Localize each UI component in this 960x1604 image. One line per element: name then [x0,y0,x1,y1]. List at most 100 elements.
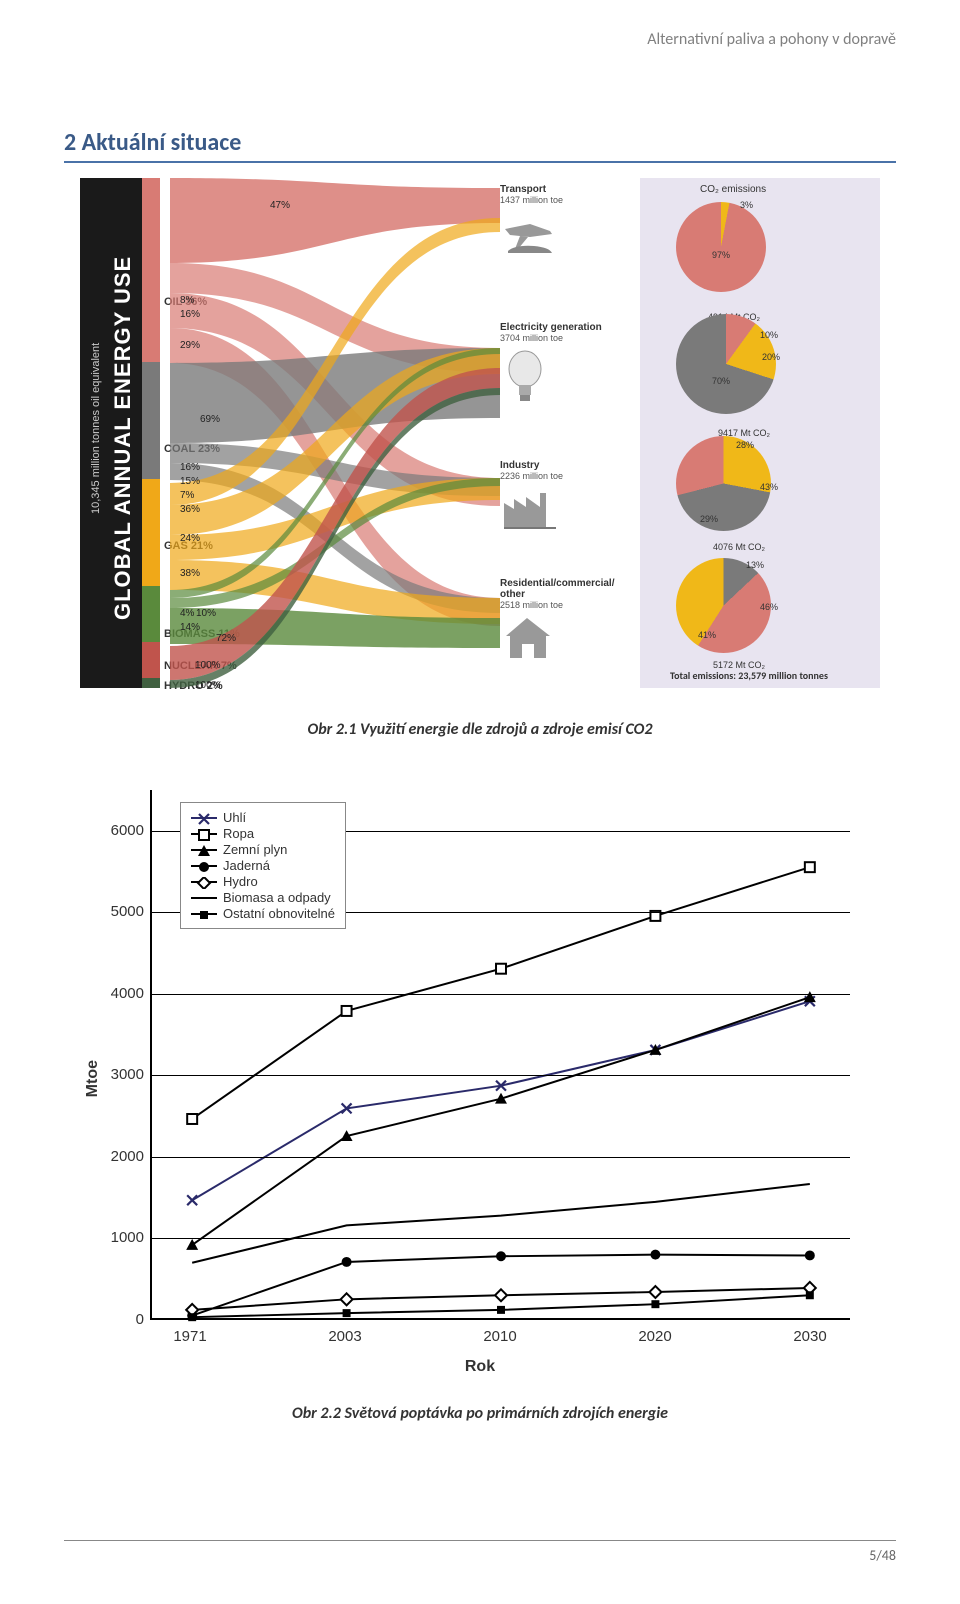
pie-slice-label: 10% [760,330,778,340]
chart2-ytick: 5000 [100,903,144,920]
page-header: Alternativní paliva a pohony v dopravě [647,30,896,49]
pie-slice-label: 20% [762,352,780,362]
sector-name: Residential/commercial/ other [500,578,630,600]
chart2-gridline [152,1075,850,1076]
chart2-series-line [192,997,810,1245]
chart2-marker [649,1286,661,1298]
sankey-source-band [142,362,160,479]
sankey-flow-pct: 29% [180,340,200,351]
pie [676,202,766,292]
sankey-title: GLOBAL ANNUAL ENERGY USE [110,198,136,678]
chart2-xtick: 2010 [480,1328,520,1345]
legend-swatch [191,881,217,883]
sankey-source-band [142,178,160,362]
chart2-marker [806,1291,814,1299]
legend-row: Jaderná [191,858,335,873]
sankey-flow-pct: 72% [216,633,236,644]
sector-icon [500,209,630,262]
sankey-sidebar: GLOBAL ANNUAL ENERGY USE 10,345 million … [80,178,142,688]
pie-chart: 28%43%29%4076 Mt CO₂ [676,436,771,551]
pie-header: CO₂ emissions [700,184,766,195]
chart2-marker [343,1309,351,1317]
sankey-source-band [142,642,160,678]
legend-label: Uhlí [223,810,246,825]
chart2-ytick: 3000 [100,1066,144,1083]
figure-caption-1: Obr 2.1 Využití energie dle zdrojů a zdr… [0,720,960,739]
chart2-marker [342,1257,352,1267]
legend-row: Biomasa a odpady [191,890,335,905]
chart2-series-line [192,1184,810,1263]
chart2-marker [651,1300,659,1308]
pie-slice-label: 43% [760,482,778,492]
figure-caption-2: Obr 2.2 Světová poptávka po primárních z… [0,1404,960,1423]
sector-name: Transport [500,184,630,195]
pie-total: 5172 Mt CO₂ [713,660,765,670]
sankey-sector: Residential/commercial/ other2518 millio… [500,578,630,667]
pie [676,436,771,531]
pie-slice-label: 3% [740,200,753,210]
chart2-marker [805,1250,815,1260]
sankey-flow-pct: 16% [180,309,200,320]
chart2-ytick: 4000 [100,985,144,1002]
chart2-figure: Mtoe UhlíRopaZemní plynJadernáHydroBioma… [80,780,880,1380]
sankey-source-band [142,678,160,688]
chart2-ytick: 0 [100,1311,144,1328]
chart2-ytick: 6000 [100,822,144,839]
sankey-sector: Industry2236 million toe [500,460,630,533]
legend-swatch [191,817,217,819]
chart2-xtick: 2020 [635,1328,675,1345]
legend-swatch [191,865,217,867]
chart2-marker [496,964,506,974]
pie-chart: 13%46%41%5172 Mt CO₂ [676,558,771,673]
sector-sub: 3704 million toe [500,333,630,343]
sankey-flow-pct: 16% [180,462,200,473]
sankey-subtitle: 10,345 million tonnes oil equivalent [90,238,102,618]
sankey-sector: Transport1437 million toe [500,184,630,262]
sankey-flow-pct: 24% [180,533,200,544]
sector-sub: 1437 million toe [500,195,630,205]
chart2-marker [188,1313,196,1321]
legend-row: Ostatní obnovitelné [191,906,335,921]
chart2-marker [342,1006,352,1016]
legend-row: Hydro [191,874,335,889]
chart2-ytick: 1000 [100,1229,144,1246]
pie-slice-label: 70% [712,376,730,386]
chart2-marker [186,1239,198,1250]
pie-slice-label: 41% [698,630,716,640]
sankey-flow-pct: 100% [195,660,221,671]
page-number: 5/48 [869,1547,896,1564]
sector-icon [500,347,630,410]
sector-sub: 2518 million toe [500,600,630,610]
legend-label: Hydro [223,874,258,889]
legend-label: Ropa [223,826,254,841]
chart2-gridline [152,994,850,995]
sankey-flow-pct: 4% [180,608,194,619]
sankey-figure: GLOBAL ANNUAL ENERGY USE 10,345 million … [80,178,880,698]
chart2-xtick: 2030 [790,1328,830,1345]
chart2-xtick: 2003 [325,1328,365,1345]
sector-icon [500,614,630,667]
sankey-pies: CO₂ emissions Total emissions: 23,579 mi… [640,178,880,688]
chart2-marker [805,862,815,872]
chart2-marker [496,1251,506,1261]
pie-slice-label: 13% [746,560,764,570]
chart2-ytick: 2000 [100,1148,144,1165]
legend-label: Biomasa a odpady [223,890,331,905]
pie-slice-label: 28% [736,440,754,450]
legend-row: Uhlí [191,810,335,825]
chart2-marker [497,1306,505,1314]
pie-chart: 3%97%4914 Mt CO₂ [676,202,766,312]
legend-swatch [191,897,217,899]
chart2-xlabel: Rok [80,1358,880,1376]
sankey-flow-pct: 14% [180,622,200,633]
pie [676,314,776,414]
pie-slice-label: 97% [712,250,730,260]
pie-total: 4076 Mt CO₂ [713,542,765,552]
legend-swatch [191,849,217,851]
page-footer: 5/48 [64,1540,896,1564]
legend-row: Ropa [191,826,335,841]
sankey-source-band [142,586,160,642]
sector-name: Industry [500,460,630,471]
chart2-xtick: 1971 [170,1328,210,1345]
chart2-marker [341,1293,353,1305]
